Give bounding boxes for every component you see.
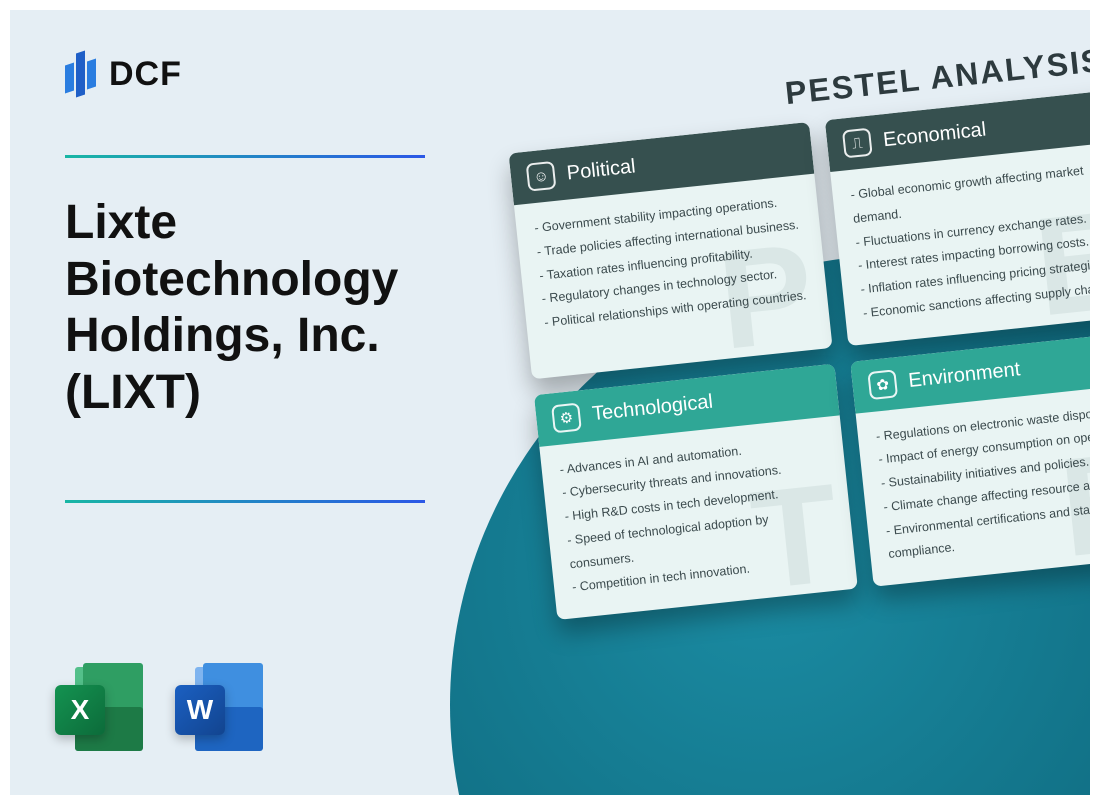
pestel-card-economical: ⎍EconomicalEGlobal economic growth affec… [825,89,1090,346]
pestel-card-political: ☺PoliticalPGovernment stability impactin… [509,122,833,379]
word-badge-letter: W [175,685,225,735]
political-icon: ☺ [526,161,557,192]
brand-logo: DCF [65,50,182,98]
pestel-card-title: Technological [591,391,714,427]
divider-bottom [65,500,425,503]
pestel-card-items: Advances in AI and automation.Cybersecur… [539,415,858,620]
pestel-infographic: PESTEL ANALYSIS ☺PoliticalPGovernment st… [503,40,1090,620]
excel-badge-letter: X [55,685,105,735]
pestel-cards: ☺PoliticalPGovernment stability impactin… [509,89,1090,620]
excel-icon: X [55,663,147,755]
pestel-card-title: Environment [907,358,1021,393]
canvas: DCF Lixte Biotechnology Holdings, Inc. (… [10,10,1090,795]
page-title: Lixte Biotechnology Holdings, Inc. (LIXT… [65,195,485,422]
economical-icon: ⎍ [842,128,873,159]
pestel-card-title: Economical [882,118,987,152]
word-icon: W [175,663,267,755]
pestel-card-items: Government stability impacting operation… [514,174,830,355]
pestel-card-environment: ✿EnvironmentERegulations on electronic w… [850,330,1090,587]
technological-icon: ⚙ [551,402,582,433]
divider-top [65,155,425,158]
pestel-card-items: Regulations on electronic waste disposal… [856,382,1090,587]
brand-logo-mark [65,50,99,98]
pestel-card-title: Political [566,155,637,185]
brand-logo-text: DCF [109,55,182,94]
pestel-card-items: Global economic growth affecting market … [830,140,1090,345]
environment-icon: ✿ [867,369,898,400]
file-icons: X W [55,663,267,755]
pestel-card-technological: ⚙TechnologicalTAdvances in AI and automa… [534,363,858,620]
